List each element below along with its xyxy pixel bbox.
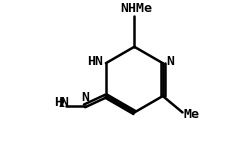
Text: N: N <box>61 96 69 109</box>
Text: N: N <box>166 55 174 68</box>
Text: H: H <box>54 96 62 109</box>
Text: NHMe: NHMe <box>120 2 152 15</box>
Text: Me: Me <box>184 108 199 121</box>
Text: N: N <box>81 92 89 104</box>
Text: 2: 2 <box>58 99 64 109</box>
Text: HN: HN <box>87 55 103 68</box>
